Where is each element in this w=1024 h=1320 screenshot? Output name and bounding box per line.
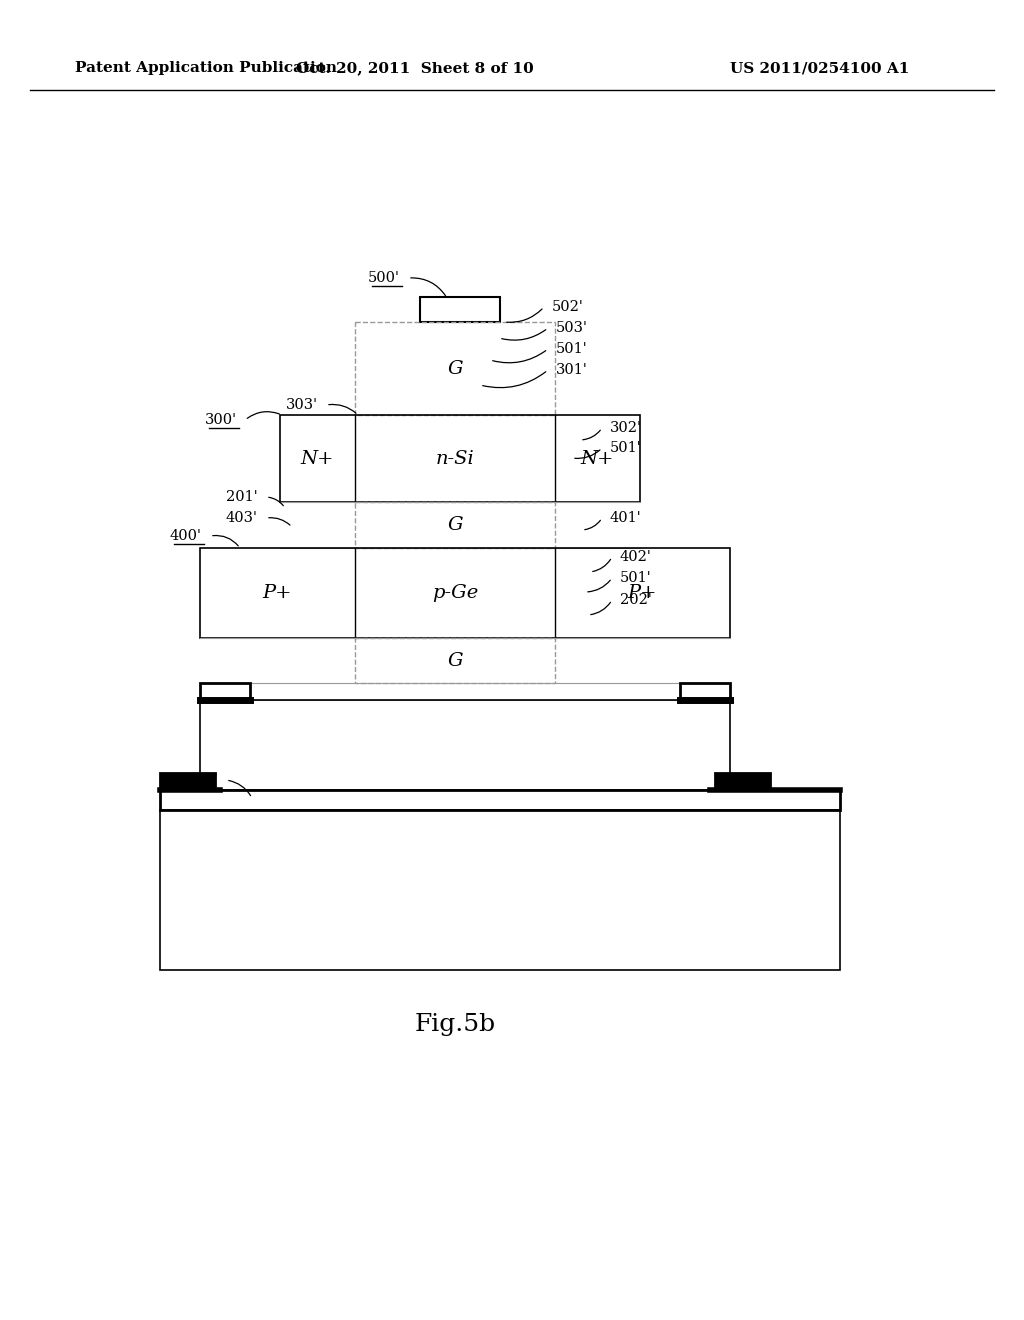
Text: p-Ge: p-Ge bbox=[432, 583, 478, 602]
Text: 503': 503' bbox=[556, 321, 588, 335]
Text: 502': 502' bbox=[552, 300, 584, 314]
Bar bbox=[355, 322, 555, 414]
Text: 300': 300' bbox=[205, 413, 237, 426]
Bar bbox=[355, 502, 555, 548]
Bar bbox=[160, 810, 840, 970]
Text: 500': 500' bbox=[368, 271, 400, 285]
Text: 301': 301' bbox=[556, 363, 588, 378]
Text: 402': 402' bbox=[620, 550, 652, 564]
Text: 400': 400' bbox=[170, 529, 202, 543]
Text: 202': 202' bbox=[620, 593, 652, 607]
Bar bbox=[280, 414, 640, 502]
Text: 201': 201' bbox=[226, 490, 258, 504]
Text: n-Si: n-Si bbox=[435, 450, 474, 467]
Text: G: G bbox=[447, 652, 463, 669]
Text: US 2011/0254100 A1: US 2011/0254100 A1 bbox=[730, 61, 909, 75]
Text: G: G bbox=[447, 359, 463, 378]
Bar bbox=[715, 774, 770, 789]
Text: G: G bbox=[447, 516, 463, 535]
Text: 401': 401' bbox=[610, 511, 642, 525]
Text: 100': 100' bbox=[186, 774, 218, 787]
Bar bbox=[200, 700, 730, 789]
Text: P+: P+ bbox=[628, 583, 657, 602]
Bar bbox=[200, 682, 250, 700]
Text: 501': 501' bbox=[610, 441, 642, 455]
Text: N+: N+ bbox=[301, 450, 334, 467]
Text: 303': 303' bbox=[286, 399, 318, 412]
Text: N+: N+ bbox=[581, 450, 614, 467]
Text: Patent Application Publication: Patent Application Publication bbox=[75, 61, 337, 75]
Bar bbox=[355, 638, 555, 682]
Bar bbox=[200, 548, 730, 638]
Bar bbox=[680, 682, 730, 700]
Text: 403': 403' bbox=[226, 511, 258, 525]
Text: Fig.5b: Fig.5b bbox=[415, 1014, 496, 1036]
Bar bbox=[160, 789, 840, 810]
Text: Oct. 20, 2011  Sheet 8 of 10: Oct. 20, 2011 Sheet 8 of 10 bbox=[296, 61, 534, 75]
Text: 501': 501' bbox=[556, 342, 588, 356]
Text: 501': 501' bbox=[620, 572, 651, 585]
Bar bbox=[160, 774, 215, 789]
Text: 302': 302' bbox=[610, 421, 642, 436]
Bar bbox=[420, 297, 500, 322]
Text: P+: P+ bbox=[263, 583, 292, 602]
